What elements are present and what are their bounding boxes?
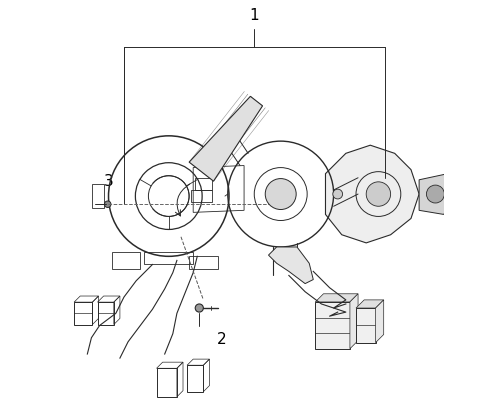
Polygon shape <box>189 97 263 181</box>
Polygon shape <box>268 247 313 284</box>
Polygon shape <box>325 145 419 243</box>
Polygon shape <box>315 302 350 349</box>
Circle shape <box>366 182 391 206</box>
Text: 2: 2 <box>217 332 227 347</box>
Text: 1: 1 <box>250 8 259 23</box>
Circle shape <box>105 201 111 208</box>
Text: 3: 3 <box>104 174 114 189</box>
Polygon shape <box>356 300 384 308</box>
Polygon shape <box>356 308 375 343</box>
Circle shape <box>265 178 296 210</box>
Circle shape <box>333 189 343 199</box>
Polygon shape <box>350 294 358 349</box>
Polygon shape <box>419 174 452 214</box>
Circle shape <box>195 304 204 312</box>
Circle shape <box>426 185 444 203</box>
Polygon shape <box>375 300 384 343</box>
Polygon shape <box>315 294 358 302</box>
